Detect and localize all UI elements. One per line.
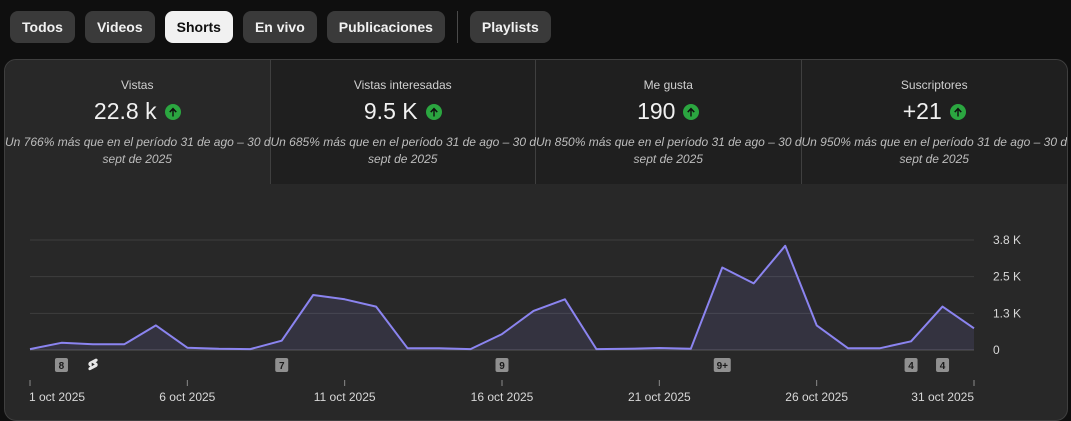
x-tick-label: 26 oct 2025 (785, 390, 848, 404)
upload-marker (904, 358, 918, 372)
views-line-chart[interactable]: 0 1.3 K 2.5 K 3.8 K 8 7 9 9+ 4 4 1 oct 2025 6 oct 2… (5, 60, 1067, 409)
y-tick-label: 0 (993, 343, 1000, 357)
upload-marker-label: 8 (59, 361, 65, 372)
tab-publicaciones[interactable]: Publicaciones (326, 11, 445, 43)
upload-marker (713, 358, 731, 372)
upload-marker-label: 4 (940, 361, 946, 372)
views-area (30, 245, 974, 350)
metric-comparison: Un 950% más que en el período 31 de ago … (801, 135, 1068, 166)
metric-value: 9.5 K (363, 98, 418, 124)
x-tick-label: 16 oct 2025 (471, 390, 534, 404)
metric-label: Vistas (121, 78, 154, 92)
metric-card-me-gusta[interactable]: Me gusta 190 Un 850% más que en el perío… (536, 60, 809, 184)
arrow-up-circle-icon (683, 103, 700, 120)
tab-playlists[interactable]: Playlists (469, 11, 551, 43)
upload-marker-label: 9 (499, 361, 505, 372)
upload-marker-label: 4 (908, 361, 914, 372)
metric-value: +21 (902, 98, 942, 124)
metric-value: 190 (637, 98, 676, 124)
y-tick-label: 3.8 K (993, 233, 1021, 247)
tab-en-vivo[interactable]: En vivo (242, 11, 317, 43)
upload-marker-label: 7 (279, 361, 285, 372)
upload-marker (54, 358, 68, 372)
y-tick-label: 1.3 K (993, 306, 1021, 320)
upload-marker (495, 358, 509, 372)
tabs-divider (456, 11, 458, 43)
shorts-logo-icon (88, 358, 98, 371)
metric-label: Suscriptores (900, 78, 968, 92)
metric-comparison: Un 766% más que en el período 31 de ago … (5, 135, 278, 166)
metric-label: Vistas interesadas (353, 78, 452, 92)
metric-card-vistas-interesadas[interactable]: Vistas interesadas 9.5 K Un 685% más que… (270, 60, 543, 184)
content-type-tabs: Todos Videos Shorts En vivo Publicacione… (10, 11, 561, 43)
x-tick-label: 6 oct 2025 (159, 390, 215, 404)
views-line (29, 244, 975, 351)
upload-marker-label: 9+ (717, 361, 729, 372)
metric-label: Me gusta (643, 78, 693, 92)
metric-card-vistas[interactable]: Vistas 22.8 k Un 766% más que en el perí… (5, 60, 278, 184)
x-tick-label: 31 oct 2025 (911, 390, 974, 404)
x-tick-label: 21 oct 2025 (628, 390, 691, 404)
upload-marker (275, 358, 289, 372)
x-tick-label: 11 oct 2025 (314, 390, 376, 404)
metric-cards: Vistas 22.8 k Un 766% más que en el perí… (5, 60, 1067, 184)
shorts-logo-play (91, 362, 95, 367)
x-tick-label: 1 oct 2025 (29, 390, 85, 404)
arrow-up-circle-icon (425, 103, 442, 120)
y-tick-label: 2.5 K (993, 270, 1021, 284)
tab-videos[interactable]: Videos (84, 11, 155, 43)
tab-todos[interactable]: Todos (10, 11, 75, 43)
metric-comparison: Un 685% más que en el período 31 de ago … (270, 135, 543, 166)
metric-comparison: Un 850% más que en el período 31 de ago … (536, 135, 809, 166)
upload-marker (936, 358, 950, 372)
arrow-up-circle-icon (949, 103, 966, 120)
analytics-panel: Vistas 22.8 k Un 766% más que en el perí… (4, 59, 1068, 421)
metric-card-suscriptores[interactable]: Suscriptores +21 Un 950% más que en el p… (801, 60, 1068, 184)
tab-shorts[interactable]: Shorts (164, 11, 233, 43)
metric-value: 22.8 k (93, 98, 157, 124)
arrow-up-circle-icon (164, 103, 181, 120)
